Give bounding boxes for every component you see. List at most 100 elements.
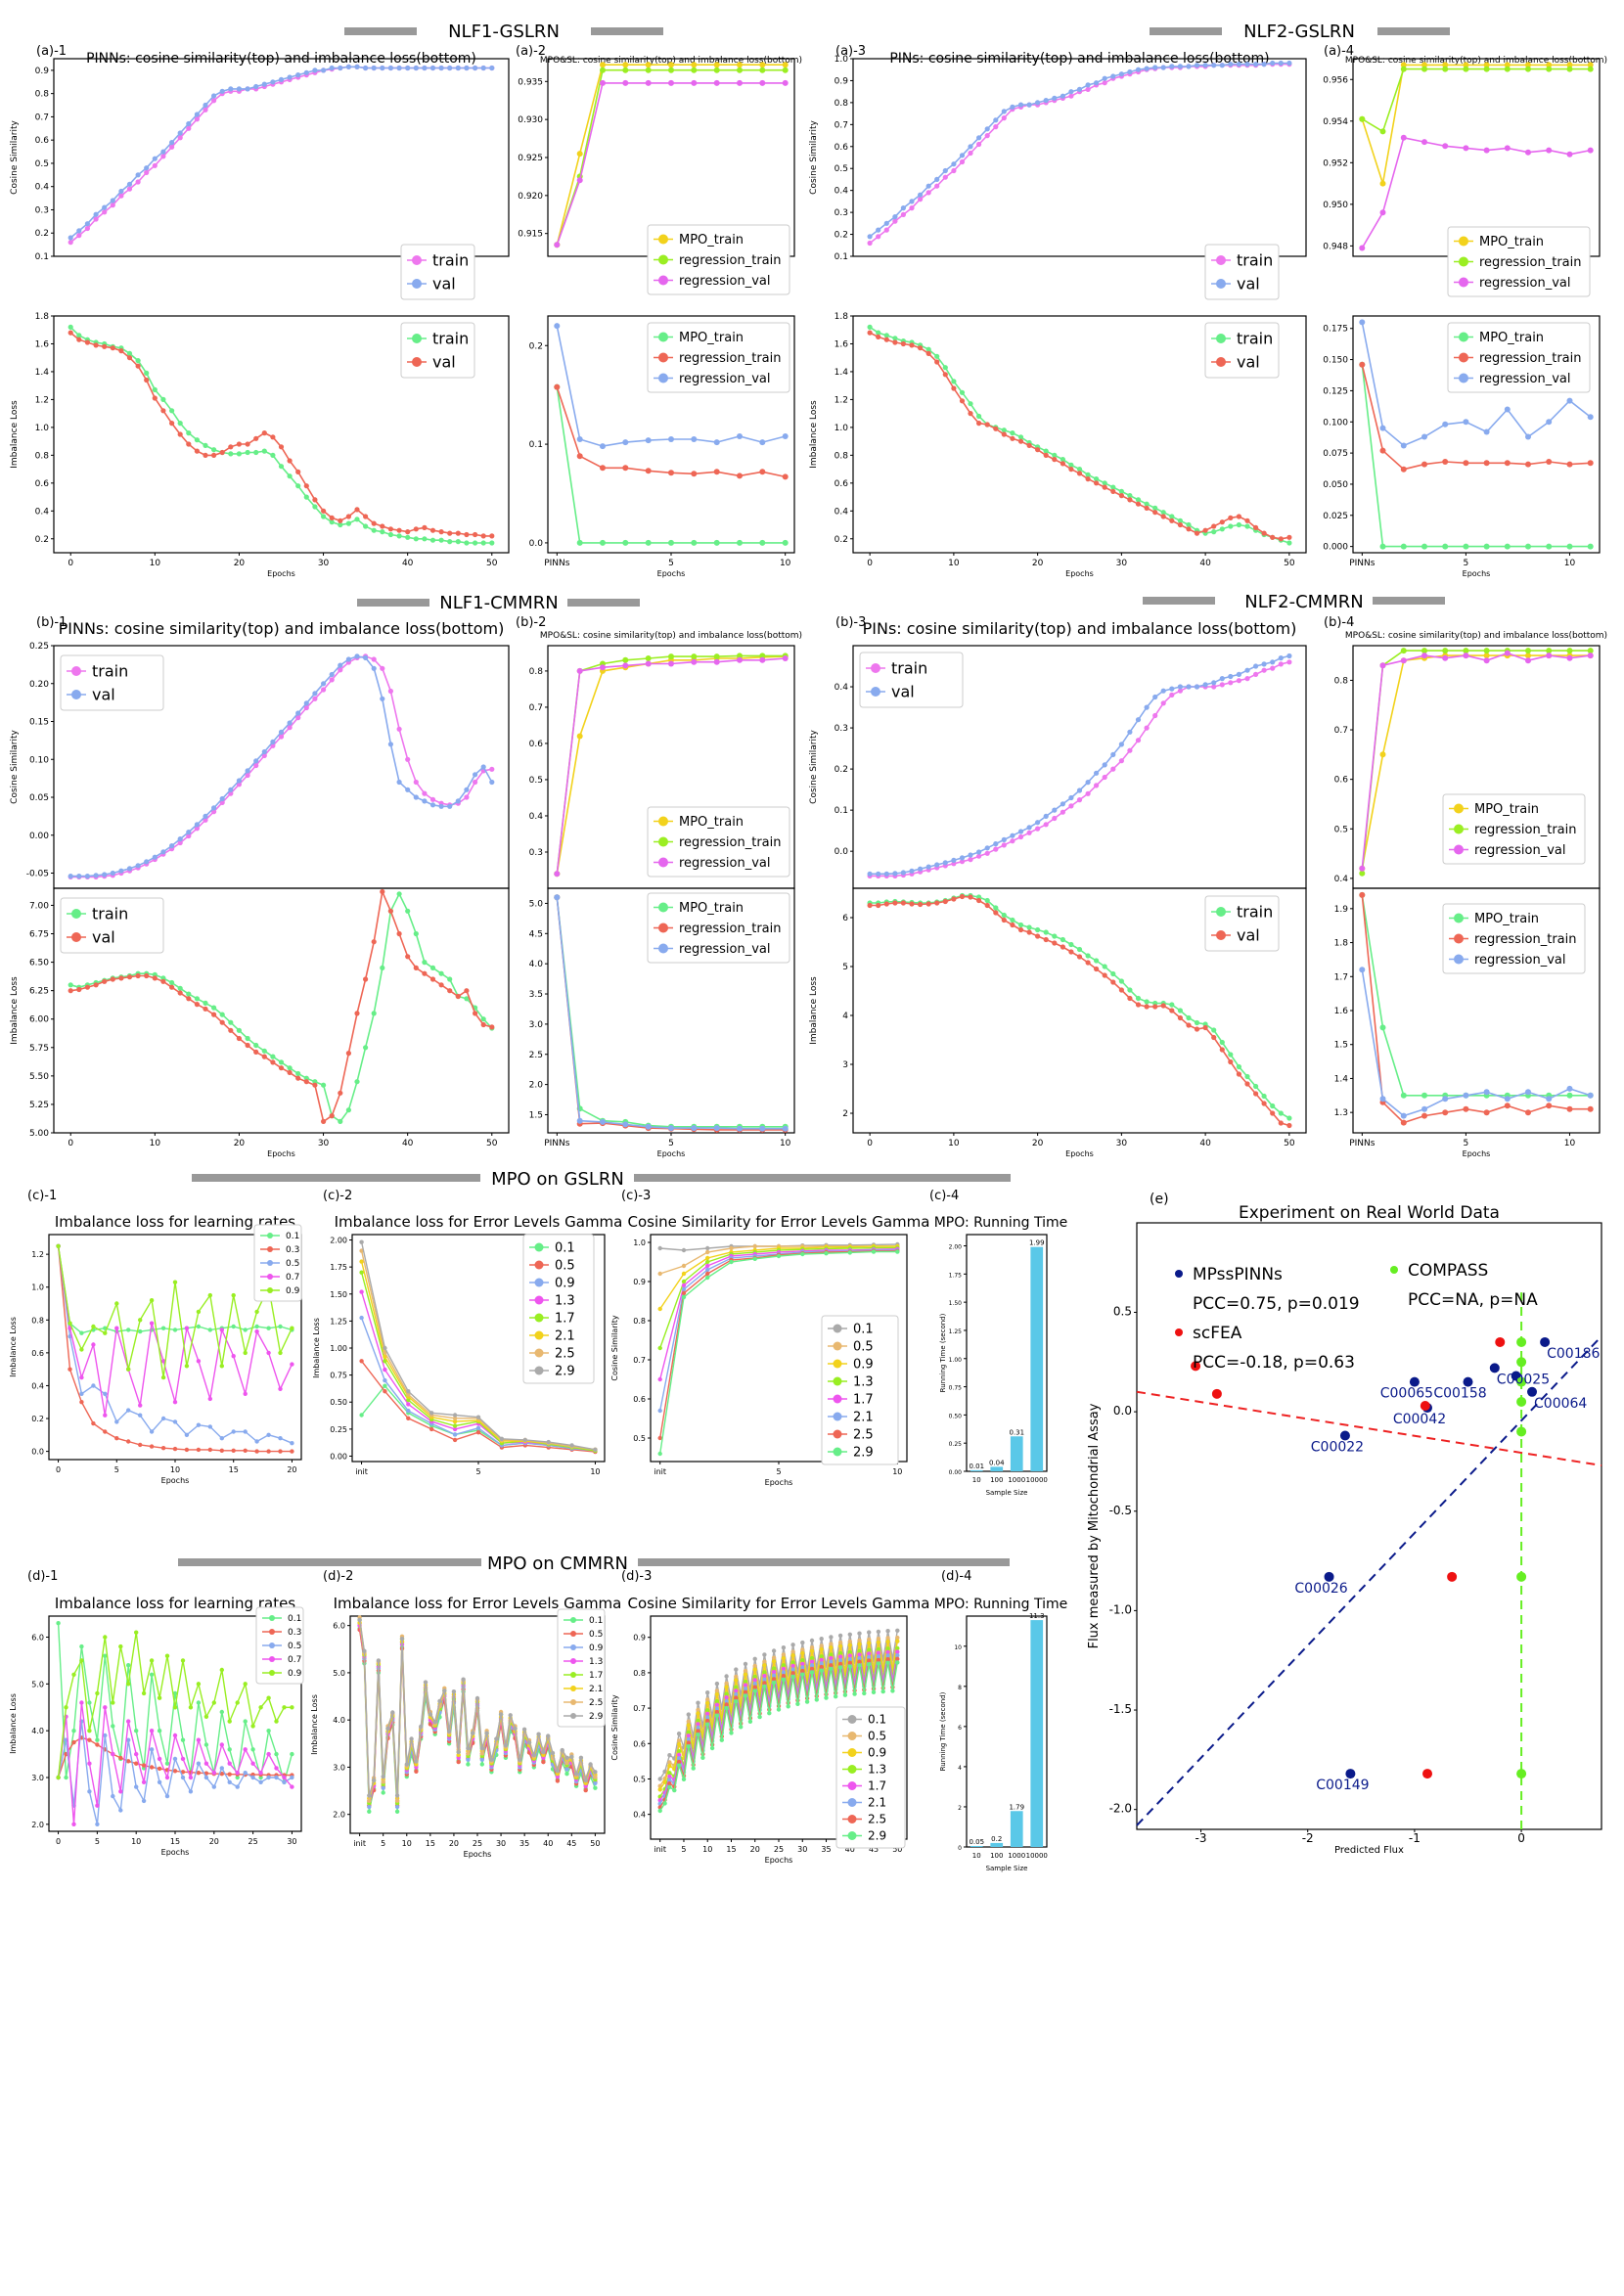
a1-bottom-point-train: [338, 521, 343, 528]
a1-bottom-point-train: [194, 437, 200, 443]
d1-point-0.1: [64, 1775, 68, 1780]
c1-point-0.9: [196, 1309, 202, 1315]
a2-top-point-regression_val: [668, 79, 674, 86]
a1-bottom-point-val: [387, 526, 393, 532]
d2-point-2.9: [474, 1695, 480, 1701]
d3-point-2.9: [734, 1699, 739, 1704]
c2-point-1.3: [452, 1426, 458, 1432]
d2-point-2.9: [446, 1729, 452, 1734]
a1-bottom-xtick-label: 10: [150, 559, 161, 568]
b4-top-ytick-label: 0.5: [1334, 825, 1348, 834]
a1-top-point-val: [245, 86, 250, 92]
d1-xtick-label: 20: [209, 1837, 219, 1846]
d3-point-1.3: [752, 1674, 757, 1680]
d3-point-1.7: [667, 1774, 672, 1779]
d3-point-0.5: [743, 1668, 748, 1674]
b3-top-point-val: [993, 841, 999, 847]
a1-top-point-val: [76, 228, 82, 234]
b1-top-point-val: [329, 671, 335, 678]
b3-top-point-val: [1160, 688, 1166, 694]
a3-bottom-ytick-label: 1.8: [835, 312, 849, 322]
c1-ytick-label: 1.2: [31, 1250, 44, 1259]
b3-bottom-point-val: [1110, 979, 1116, 985]
d3-point-1.3: [771, 1666, 777, 1671]
a4-top-point-regression_train: [1587, 66, 1594, 72]
b1-bottom-point-train: [380, 965, 385, 971]
c2-point-2.9: [429, 1411, 434, 1416]
b2-bottom-legend-marker-regression_val: [658, 943, 668, 954]
d2-point-2.9: [518, 1757, 522, 1762]
c3-legend-label-2.9: 2.9: [853, 1446, 874, 1461]
b3-top-point-val: [968, 852, 973, 858]
b3-bottom-point-val: [1017, 926, 1024, 933]
a1-bottom-point-train: [76, 333, 82, 338]
d3-point-2.9: [829, 1666, 834, 1672]
a3-bottom-point-train: [876, 330, 881, 336]
d3-ylabel: Cosine Similarity: [610, 1694, 619, 1760]
b2-top-legend: [647, 806, 790, 878]
c3-ytick-label: 0.6: [633, 1395, 646, 1404]
b3-top-point-train: [1253, 671, 1259, 678]
d2-xtick-label: init: [353, 1839, 366, 1848]
d3-point-0.9: [867, 1641, 872, 1645]
b1-bottom-ytick-label: 5.00: [29, 1129, 49, 1139]
b4-bottom-point-regression_train: [1587, 1105, 1594, 1112]
b3-bottom-point-train: [1228, 1052, 1234, 1058]
d1-point-0.5: [211, 1784, 216, 1789]
a1-top-point-val: [321, 68, 327, 73]
d3-point-2.1: [800, 1665, 805, 1670]
d3-legend-label-2.1: 2.1: [868, 1796, 886, 1810]
panel-label-b3: (b)-3: [835, 615, 866, 630]
b1-top-point-val: [371, 665, 377, 671]
d3-point-2.9: [804, 1699, 810, 1704]
b3-bottom-point-val: [918, 901, 924, 908]
b1-top-point-train: [303, 704, 309, 711]
b3-top-point-val: [951, 857, 957, 864]
b2-top-point-regression_train: [645, 655, 652, 661]
d3-xtick-label: init: [654, 1845, 666, 1854]
c2-point-1.7: [452, 1423, 458, 1428]
b3-top-point-val: [876, 871, 881, 877]
section-title-a-left: NLF1-GSLRN: [344, 22, 663, 42]
d3-point-2.9: [662, 1801, 667, 1806]
panel-label-c4: (c)-4: [929, 1189, 959, 1203]
a1-top-point-train: [152, 162, 158, 168]
a1-bottom-point-val: [473, 531, 478, 538]
d2-point-0.1: [564, 1772, 569, 1777]
c1-point-0.5: [254, 1439, 259, 1444]
a4-bottom-point-MPO_train: [1566, 543, 1573, 550]
b3-bottom-point-train: [1076, 946, 1083, 953]
a1-top-ytick-label: 0.6: [35, 136, 50, 146]
b3-top-point-val: [1228, 673, 1234, 680]
d1-point-0.9: [266, 1695, 271, 1700]
d3-point-0.9: [895, 1639, 900, 1643]
d3-point-0.9: [714, 1691, 720, 1697]
a1-top-point-val: [405, 65, 411, 71]
d4-xtick-label: 1000: [1008, 1852, 1025, 1860]
a4-bottom-ytick-label: 0.050: [1323, 480, 1348, 490]
d2-ytick-label: 2.0: [333, 1811, 345, 1820]
c1-legend-label-0.3: 0.3: [286, 1245, 299, 1255]
d4-xlabel: Sample Size: [986, 1865, 1028, 1872]
b1-top-point-val: [438, 803, 444, 809]
e-legend-marker-COMPASS: [1390, 1266, 1398, 1274]
a1-bottom-point-train: [489, 540, 495, 546]
b1-top-point-val: [211, 805, 217, 811]
c1-point-0.9: [290, 1326, 294, 1330]
a1-bottom-point-val: [186, 441, 192, 447]
b3-bottom-ytick-label: 6: [842, 914, 848, 923]
b3-top-point-train: [984, 850, 990, 856]
d3-point-2.5: [752, 1685, 757, 1689]
b1-bottom-point-val: [380, 888, 385, 895]
e-fit-line-MPssPINNs: [1136, 1335, 1602, 1826]
a1-bottom-legend-marker-train: [412, 334, 422, 343]
d3-point-0.5: [762, 1659, 767, 1664]
a3-bottom-point-val: [1228, 515, 1234, 521]
e-legend-marker-MPssPINNs: [1175, 1270, 1183, 1278]
d2-point-0.9: [479, 1757, 484, 1762]
d2-point-2.9: [423, 1680, 429, 1685]
b1-bottom-ytick-label: 5.75: [29, 1044, 49, 1054]
c1-point-0.9: [138, 1318, 143, 1323]
